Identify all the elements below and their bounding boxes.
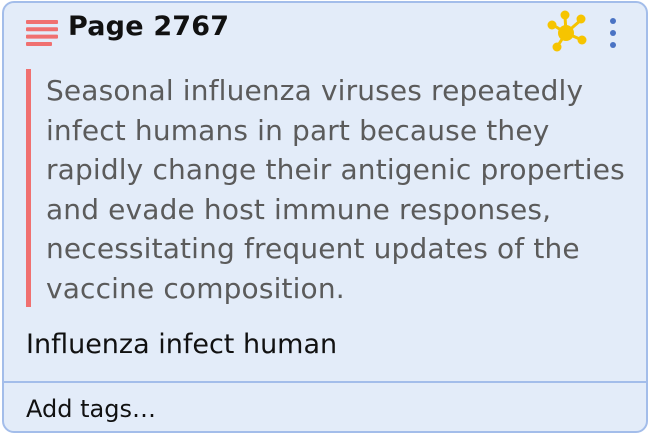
vertical-ellipsis-icon[interactable]: [604, 17, 622, 51]
card-header: Page 2767: [4, 3, 646, 59]
add-tags-input[interactable]: Add tags…: [26, 395, 156, 423]
annotation-card: Page 2767 Seasonal: [2, 1, 648, 433]
list-lines-icon: [26, 20, 58, 46]
note-text[interactable]: Influenza infect human: [26, 329, 338, 360]
divider: [4, 381, 646, 383]
highlighted-quote: Seasonal influenza viruses repeatedly in…: [26, 69, 626, 307]
page-title: Page 2767: [68, 11, 230, 42]
network-graph-icon[interactable]: [544, 9, 588, 53]
quote-text: Seasonal influenza viruses repeatedly in…: [46, 74, 625, 305]
